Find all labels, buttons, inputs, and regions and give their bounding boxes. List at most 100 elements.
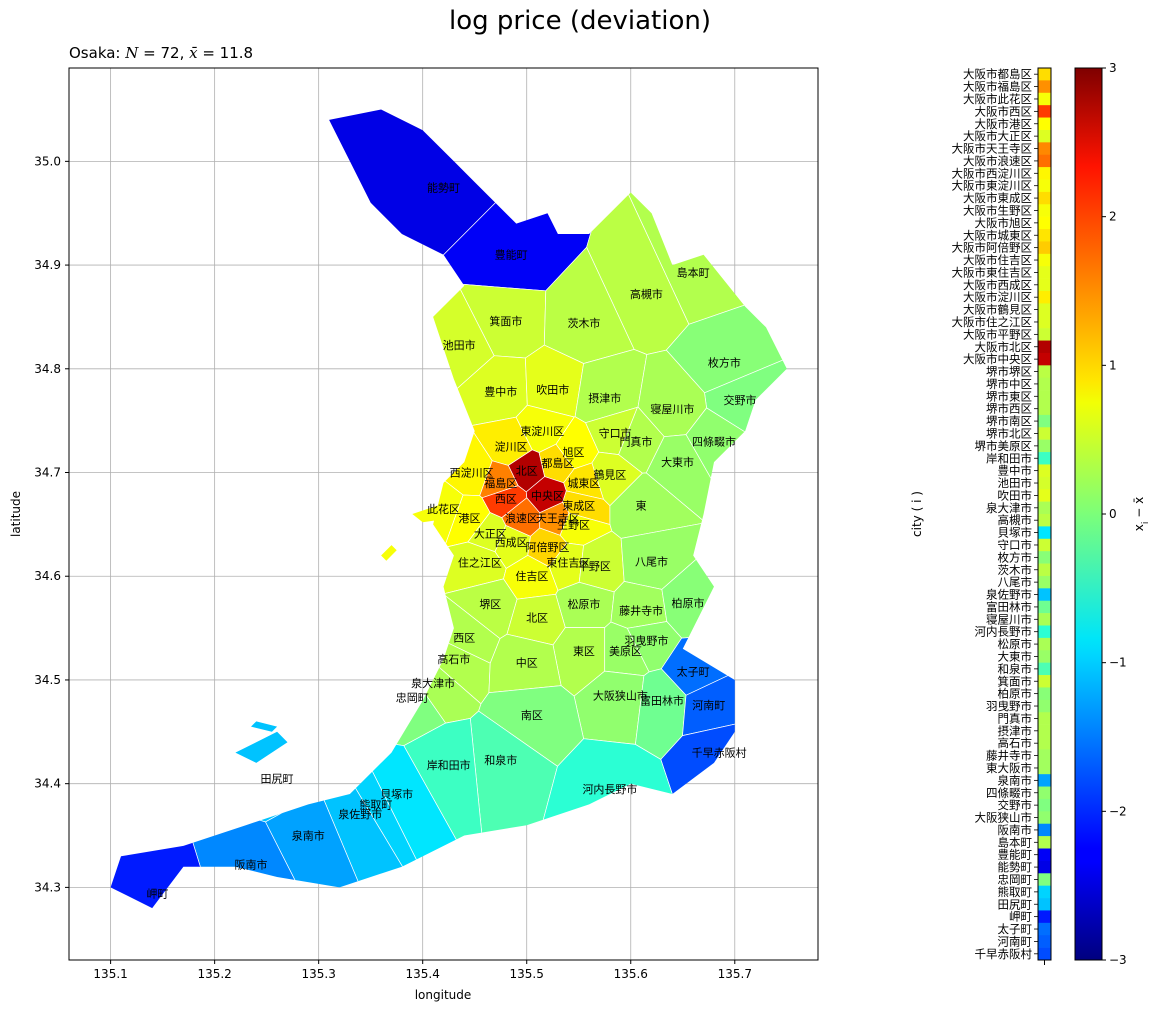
region-label: 河南町 <box>692 699 725 712</box>
city-name: 大阪市福島区 <box>963 80 1032 94</box>
city-name: 岬町 <box>1009 910 1032 924</box>
city-strip-cell <box>1038 724 1051 738</box>
city-name: 大阪市淀川区 <box>963 290 1032 304</box>
map-ylabel: latitude <box>9 491 23 537</box>
city-strip-cell <box>1038 922 1051 936</box>
region-label: 熊取町 <box>359 797 392 811</box>
city-name: 堺市中区 <box>986 377 1032 391</box>
city-name: 田尻町 <box>998 897 1033 911</box>
city-strip-ylabel: city ( i ) <box>910 491 924 537</box>
region-label: 守口市 <box>599 426 632 440</box>
y-tick-label: 34.9 <box>34 258 61 272</box>
city-name: 大阪市城東区 <box>963 228 1032 242</box>
city-strip-cell <box>1038 414 1051 428</box>
city-name: 泉南市 <box>998 773 1033 787</box>
region-label: 忠岡町 <box>396 692 429 705</box>
city-strip-cell <box>1038 427 1051 440</box>
city-name: 茨木市 <box>998 563 1033 577</box>
city-name: 岸和田市 <box>986 451 1032 465</box>
region-label: 東淀川区 <box>520 424 564 438</box>
colorbar: 3 2 1 0 −1 −2 −3 xi − x̄ <box>1074 61 1151 967</box>
region-label: 岬町 <box>146 888 168 901</box>
region-label: 羽曳野市 <box>624 634 668 648</box>
region-label: 中区 <box>516 656 538 669</box>
y-tick-label: 34.5 <box>34 673 61 687</box>
city-name: 大東市 <box>998 649 1033 663</box>
region-label: 四條畷市 <box>692 434 736 448</box>
city-strip-cell <box>1038 538 1051 552</box>
y-tick-label: 34.4 <box>34 777 61 791</box>
y-tick-label: 34.3 <box>34 880 61 894</box>
region-label: 西淀川区 <box>450 466 494 480</box>
city-strip-cell <box>1038 340 1051 354</box>
region-label: 箕面市 <box>489 314 522 328</box>
city-strip-cell <box>1038 774 1051 787</box>
city-strip-cell <box>1038 365 1051 379</box>
city-strip-cell <box>1038 823 1051 837</box>
figure-title: log price (deviation) <box>448 6 711 36</box>
city-name: 大阪市浪速区 <box>963 154 1032 168</box>
city-name: 堺市北区 <box>986 426 1032 440</box>
city-strip-cell <box>1038 761 1051 775</box>
city-strip-cell <box>1038 798 1051 812</box>
x-tick-label: 135.7 <box>718 967 752 981</box>
region-label: 北区 <box>526 612 548 625</box>
region-label: 大正区 <box>474 527 507 541</box>
region-label: 住之江区 <box>458 556 502 570</box>
city-strip-cell <box>1038 105 1051 118</box>
city-name: 大阪市都島区 <box>963 67 1032 81</box>
city-name: 熊取町 <box>998 885 1033 899</box>
city-strip-cell <box>1038 291 1051 304</box>
city-strip-cell <box>1038 452 1051 465</box>
region-label: 高石市 <box>437 652 470 666</box>
city-strip-cell <box>1038 898 1051 911</box>
city-name: 柏原市 <box>998 687 1033 701</box>
city-name: 豊能町 <box>998 848 1033 862</box>
colorbar-gradient <box>1074 67 1103 961</box>
region-label: 松原市 <box>567 597 600 611</box>
city-name: 大阪市東住吉区 <box>952 265 1033 279</box>
city-name: 堺市堺区 <box>986 365 1032 379</box>
city-name: 大阪市港区 <box>975 117 1033 131</box>
city-strip-cell <box>1038 588 1051 602</box>
city-name: 大阪市東成区 <box>963 191 1032 205</box>
city-name: 藤井寺市 <box>986 749 1032 763</box>
city-name: 池田市 <box>998 476 1033 490</box>
y-tick-label: 34.7 <box>34 466 61 480</box>
region-label: 茨木市 <box>567 316 600 330</box>
city-strip-cell <box>1038 662 1051 676</box>
city-strip-cell <box>1038 328 1051 341</box>
city-name: 交野市 <box>998 798 1033 812</box>
city-strip-cell <box>1038 712 1051 725</box>
city-strip-cell <box>1038 476 1051 490</box>
city-name: 大阪市旭区 <box>975 216 1033 230</box>
colorbar-tick-label: 2 <box>1109 210 1117 224</box>
y-tick-label: 34.6 <box>34 569 61 583</box>
city-strip-cell <box>1038 786 1051 800</box>
region-label: 和泉市 <box>484 753 517 767</box>
city-strip-cell <box>1038 625 1051 639</box>
region-label: 豊中市 <box>484 385 517 399</box>
city-strip-cell <box>1038 402 1051 416</box>
city-strip-cell <box>1038 848 1051 862</box>
region-label: 池田市 <box>443 338 476 352</box>
city-strip-cell <box>1038 278 1051 292</box>
city-name: 大阪狭山市 <box>975 811 1033 825</box>
city-name: 大阪市北区 <box>975 340 1033 354</box>
x-tick-label: 135.6 <box>614 967 648 981</box>
city-strip-cell <box>1038 266 1051 279</box>
city-strip-cell <box>1038 613 1051 626</box>
city-strip-cell <box>1038 377 1051 391</box>
city-strip-cell <box>1038 315 1051 329</box>
city-strip-cell <box>1038 947 1051 961</box>
city-strip-cell <box>1038 910 1051 924</box>
region-label: 富田林市 <box>640 694 684 708</box>
map-ticks: 135.1 135.2 135.3 135.4 135.5 135.6 135.7 34.3 3… <box>34 154 752 981</box>
city-strip-cell <box>1038 563 1051 577</box>
region-label: 田尻町 <box>261 772 294 785</box>
city-name: 太子町 <box>998 922 1033 936</box>
city-name: 富田林市 <box>986 600 1032 614</box>
city-name: 箕面市 <box>998 674 1033 688</box>
region-label: 美原区 <box>609 645 642 658</box>
